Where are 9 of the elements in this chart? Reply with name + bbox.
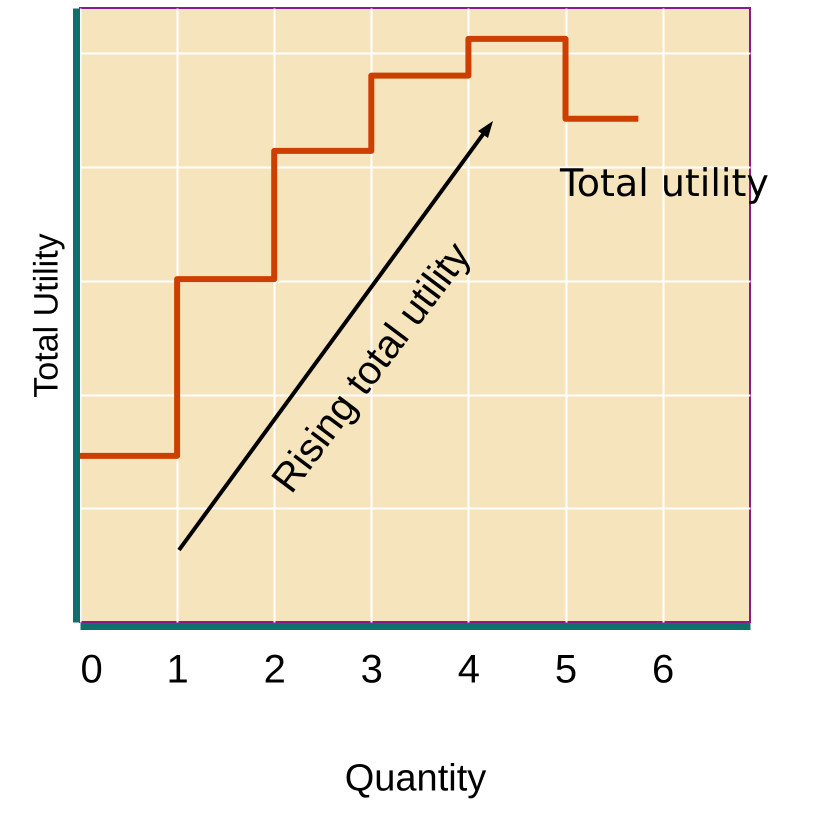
x-tick-label: 6: [652, 648, 674, 692]
x-tick-label: 4: [458, 648, 480, 692]
x-tick-label: 0: [80, 648, 103, 692]
x-tick-label: 3: [360, 648, 383, 692]
x-tick-label: 1: [166, 648, 189, 692]
x-tick-label: 2: [264, 648, 286, 692]
x-axis-title: Quantity: [344, 758, 486, 800]
x-tick-label: 5: [554, 648, 578, 692]
y-axis-title: Total Utility: [28, 233, 66, 398]
